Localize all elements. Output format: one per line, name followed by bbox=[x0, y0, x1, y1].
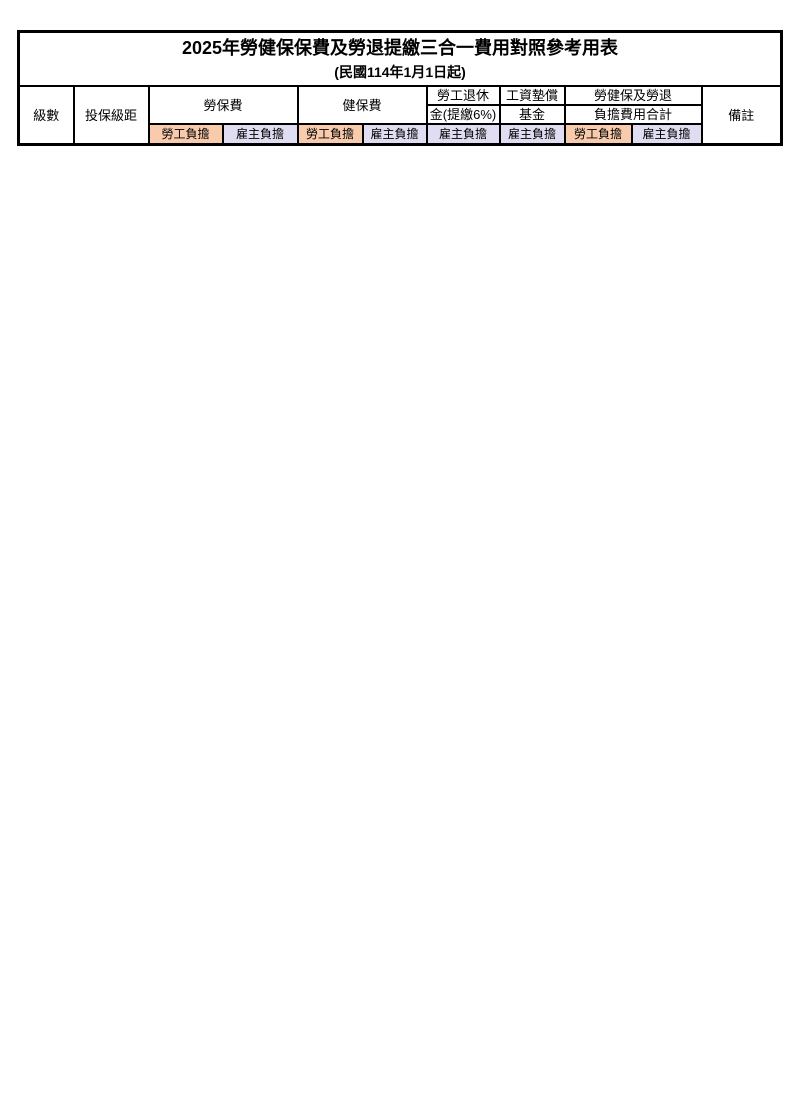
header-pension-employer: 雇主負擔 bbox=[425, 123, 501, 146]
header-remark: 備註 bbox=[700, 85, 783, 146]
header-total-employee: 勞工負擔 bbox=[563, 123, 633, 146]
header-total-employer: 雇主負擔 bbox=[630, 123, 703, 146]
header-labor-employer: 雇主負擔 bbox=[221, 123, 299, 146]
header-labor-employee: 勞工負擔 bbox=[147, 123, 224, 146]
header-total-line2: 負擔費用合計 bbox=[563, 104, 703, 125]
header-pension-line1: 勞工退休 bbox=[425, 85, 501, 106]
header-salary-bracket: 投保級距 bbox=[72, 85, 150, 146]
header-labor-insurance-group: 勞保費 bbox=[147, 85, 299, 125]
premium-reference-table: 2025年勞健保保費及勞退提繳三合一費用對照參考用表 (民國114年1月1日起)… bbox=[17, 30, 784, 146]
header-grade: 級數 bbox=[17, 85, 75, 146]
header-health-insurance-group: 健保費 bbox=[296, 85, 428, 125]
header-wage-fund-line1: 工資墊償 bbox=[498, 85, 566, 106]
header-wage-fund-line2: 基金 bbox=[498, 104, 566, 125]
header-total-line1: 勞健保及勞退 bbox=[563, 85, 703, 106]
page-subtitle: (民國114年1月1日起) bbox=[334, 64, 466, 80]
header-wage-fund-employer: 雇主負擔 bbox=[498, 123, 566, 146]
header-pension-line2: 金(提繳6%) bbox=[425, 104, 501, 125]
table-title-cell: 2025年勞健保保費及勞退提繳三合一費用對照參考用表 (民國114年1月1日起) bbox=[17, 30, 783, 87]
header-health-employer: 雇主負擔 bbox=[361, 123, 428, 146]
reference-table-sheet: 2025年勞健保保費及勞退提繳三合一費用對照參考用表 (民國114年1月1日起)… bbox=[17, 30, 784, 146]
header-health-employee: 勞工負擔 bbox=[296, 123, 364, 146]
page-title: 2025年勞健保保費及勞退提繳三合一費用對照參考用表 bbox=[182, 38, 619, 58]
